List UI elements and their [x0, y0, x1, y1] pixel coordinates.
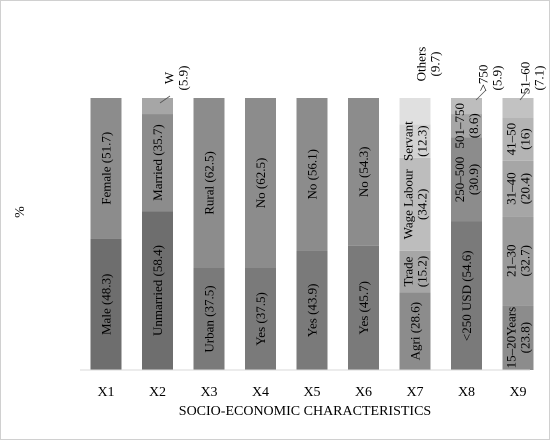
callout-line-x2	[159, 95, 171, 104]
segment-label-x6-1: Yes (45.7)	[356, 281, 371, 335]
bar-segment-x7-5	[399, 98, 431, 125]
segment-label-x1-2: Female (51.7)	[99, 132, 114, 205]
callout-line-x8	[475, 89, 487, 101]
bar-segment-x4-2	[245, 98, 276, 268]
segment-label-x1-1: Male (48.3)	[99, 274, 114, 335]
bars-layer	[90, 98, 534, 370]
bar-segment-x2-3	[142, 98, 173, 115]
bar-segment-x8-3	[451, 114, 482, 138]
segment-label-x7-4: Servant(12.3)	[401, 121, 430, 161]
segment-label-x9-1: 15–20Years(23.8)	[504, 307, 533, 369]
bar-segment-x7-4	[399, 124, 431, 158]
x-axis-title: SOCIO-ECONOMIC CHARACTERISTICS	[179, 404, 431, 419]
bar-segment-x1-1	[90, 238, 122, 370]
bar-segment-x7-3	[399, 157, 431, 251]
x-tick-label-x8: X8	[458, 385, 475, 400]
bar-segment-x5-1	[296, 250, 328, 370]
x-tick-label-x7: X7	[406, 385, 423, 400]
segment-label-x9-2: 21–30(32.7)	[504, 245, 533, 278]
bar-segment-x8-2	[451, 137, 482, 222]
bar-segment-x7-2	[399, 250, 431, 293]
bar-segment-x2-1	[142, 211, 173, 370]
x-tick-label-x9: X9	[509, 385, 526, 400]
segment-label-x6-2: No (54.3)	[356, 147, 371, 198]
segment-label-x7-1: Agri (28.6)	[408, 302, 423, 361]
x-tick-label-x5: X5	[303, 385, 320, 400]
bar-segment-x7-1	[399, 292, 431, 370]
segment-label-x5-1: Yes (43.9)	[305, 284, 320, 338]
segment-label-x9-3: 31–40(20.4)	[504, 172, 533, 205]
bar-segment-x6-2	[348, 98, 379, 246]
bar-segment-x9-4	[502, 117, 534, 161]
bar-segment-x6-1	[348, 245, 379, 370]
bar-segment-x1-2	[90, 98, 122, 239]
segment-label-x7-2: Trade(15.2)	[401, 256, 430, 287]
segment-label-x3-1: Urban (37.5)	[202, 285, 217, 352]
bar-segment-x9-3	[502, 160, 534, 217]
bar-segment-x9-5	[502, 98, 534, 118]
segment-labels-layer: Male (48.3) Female (51.7) Unmarried (58.4)…	[99, 47, 547, 369]
segment-label-x9-5: 51–60(7.1)	[518, 62, 547, 95]
segment-label-x8-4: >750(5.9)	[476, 65, 505, 92]
segment-label-x7-5: Others(9.7)	[414, 47, 443, 82]
bar-segment-x4-1	[245, 268, 276, 370]
segment-label-x8-2: 250–500(30.9)	[452, 157, 481, 203]
segment-label-x3-2: Rural (62.5)	[202, 151, 217, 215]
x-tick-labels-layer: X1 X2 X3 X4 X5 X6 X7 X8 X9	[97, 385, 526, 400]
x-tick-label-x6: X6	[355, 385, 372, 400]
x-tick-label-x3: X3	[200, 385, 217, 400]
segment-label-x7-3: Wage Labour(34.2)	[401, 169, 430, 240]
segment-label-x2-3: W(5.9)	[162, 66, 191, 91]
segment-label-x4-1: Yes (37.5)	[253, 292, 268, 346]
callout-line-x9	[519, 89, 529, 101]
segment-label-x8-1: <250 USD (54.6)	[459, 250, 474, 341]
x-tick-label-x4: X4	[252, 385, 269, 400]
bar-segment-x3-1	[193, 268, 225, 370]
bar-segment-x8-1	[451, 221, 482, 370]
segment-label-x8-3: 501–750(8.6)	[452, 103, 481, 149]
bar-segment-x5-2	[296, 98, 328, 251]
segment-label-x5-2: No (56.1)	[305, 149, 320, 200]
segment-label-x4-2: No (62.5)	[253, 158, 268, 209]
segment-label-x2-2: Married (35.7)	[150, 124, 165, 201]
x-tick-label-x2: X2	[149, 385, 166, 400]
bar-segment-x8-4	[451, 98, 482, 115]
x-tick-label-x1: X1	[97, 385, 114, 400]
bar-segment-x9-1	[502, 305, 534, 370]
y-axis-title: %	[13, 206, 28, 218]
bar-segment-x9-2	[502, 216, 534, 306]
segment-label-x2-1: Unmarried (58.4)	[150, 245, 165, 336]
bar-segment-x3-2	[193, 98, 225, 268]
bar-segment-x2-2	[142, 114, 173, 212]
segment-label-x9-4: 41–50(16)	[504, 123, 533, 156]
